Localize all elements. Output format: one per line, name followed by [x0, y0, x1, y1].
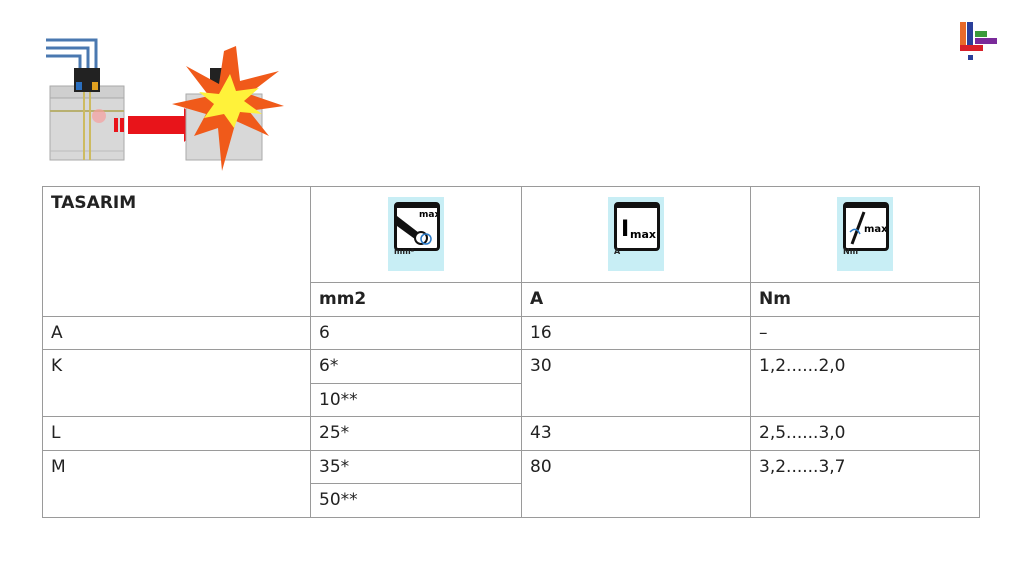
svg-text:I: I	[621, 217, 629, 242]
short-circuit-illustration	[46, 38, 284, 171]
table-row: L 25* 43 2,5......3,0	[42, 416, 980, 451]
table-row: A 6 16 –	[42, 316, 980, 350]
unit-a: A	[521, 282, 751, 317]
table-row: M 35* 80 3,2......3,7	[42, 450, 980, 518]
svg-text:max: max	[630, 228, 656, 241]
unit-mm2: mm2	[310, 282, 522, 317]
svg-text:max: max	[864, 224, 886, 235]
table-subrow: 50**	[43, 483, 980, 518]
cable-cross-section-max-icon: max mm²	[388, 197, 444, 271]
unit-nm: Nm	[750, 282, 980, 317]
table-subrow: 10**	[43, 383, 980, 417]
table-row: K 6* 30 1,2......2,0	[42, 349, 980, 417]
company-logo	[960, 22, 997, 60]
svg-text:max: max	[419, 210, 437, 220]
design-header: TASARIM	[42, 186, 311, 317]
torque-max-icon: max Nm	[837, 197, 893, 271]
